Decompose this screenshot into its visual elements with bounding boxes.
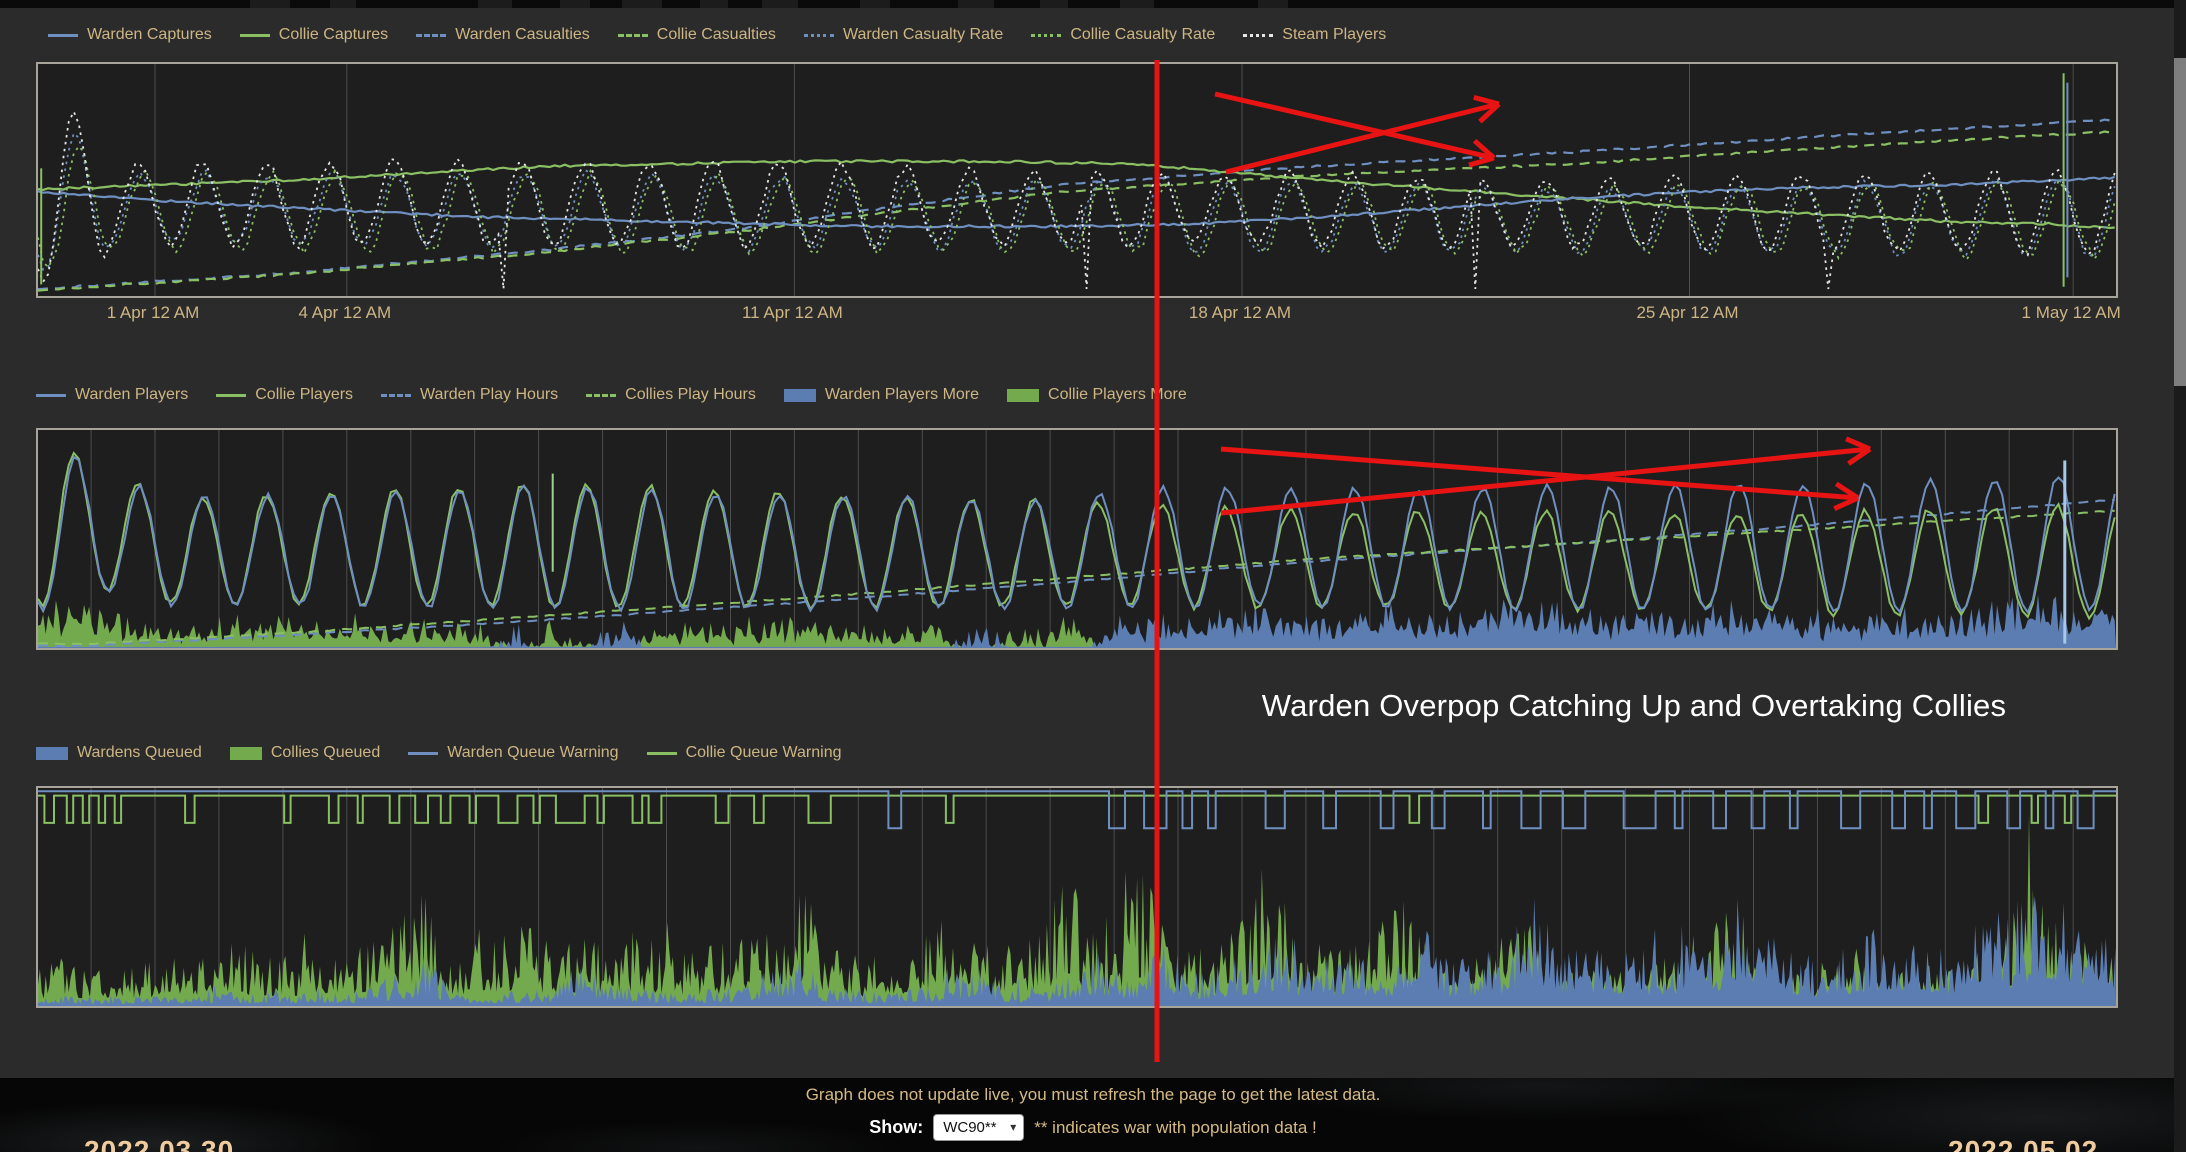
- legend-line-icon: [646, 751, 677, 755]
- scrollbar-thumb[interactable]: [2174, 58, 2186, 386]
- annotation-label: Warden Overpop Catching Up and Overtakin…: [1261, 688, 2007, 723]
- captures-chart-legend: Warden Captures Collie Captures Warden Cas…: [48, 26, 1386, 44]
- players-chart: [36, 428, 2118, 650]
- legend-label: Collies Queued: [270, 744, 381, 761]
- legend-item[interactable]: Warden Casualty Rate: [803, 26, 1004, 44]
- legend-line-icon: [1031, 33, 1062, 37]
- legend-line-icon: [408, 751, 439, 755]
- scrollbar[interactable]: [2174, 0, 2186, 1152]
- legend-label: Warden Casualty Rate: [842, 26, 1004, 43]
- show-label: Show:: [869, 1117, 924, 1137]
- legend-line-icon: [803, 33, 834, 37]
- legend-line-icon: [1243, 33, 1274, 37]
- x-axis-tick-label: 18 Apr 12 AM: [1188, 303, 1291, 322]
- legend-swatch-icon: [36, 746, 68, 760]
- update-notice: Graph does not update live, you must ref…: [805, 1085, 1381, 1104]
- legend-label: Collie Players More: [1048, 386, 1187, 403]
- captures-chart: [36, 62, 2118, 298]
- legend-item[interactable]: Warden Queue Warning: [408, 744, 619, 762]
- population-data-note: ** indicates war with population data !: [1034, 1117, 1317, 1137]
- legend-item[interactable]: Collie Captures: [239, 26, 389, 44]
- war-start-date: 2022.03.30: [84, 1135, 235, 1152]
- legend-item[interactable]: Wardens Queued: [36, 744, 202, 762]
- legend-label: Warden Captures: [87, 26, 212, 43]
- legend-label: Collie Casualties: [656, 26, 776, 43]
- legend-swatch-icon: [783, 388, 816, 402]
- legend-label: Warden Players: [75, 386, 189, 403]
- legend-item[interactable]: Warden Casualties: [416, 26, 590, 44]
- legend-label: Collie Captures: [278, 26, 389, 43]
- footer-bar: Graph does not update live, you must ref…: [0, 1078, 2186, 1152]
- legend-item[interactable]: Collies Play Hours: [586, 386, 756, 404]
- x-axis-tick-label: 4 Apr 12 AM: [298, 303, 392, 322]
- legend-item[interactable]: Warden Captures: [48, 26, 212, 44]
- legend-line-icon: [48, 33, 78, 37]
- legend-line-icon: [586, 393, 617, 397]
- legend-line-icon: [617, 33, 648, 37]
- legend-swatch-icon: [1007, 388, 1040, 402]
- players-chart-legend: Warden Players Collie Players Warden Play …: [36, 386, 1187, 404]
- queue-chart-legend: Wardens Queued Collies Queued Warden Queue…: [36, 744, 842, 762]
- legend-item[interactable]: Collies Queued: [229, 744, 381, 762]
- legend-label: Warden Casualties: [455, 26, 590, 43]
- x-axis-tick-label: 25 Apr 12 AM: [1636, 303, 1739, 322]
- legend-line-icon: [36, 393, 66, 397]
- legend-item[interactable]: Steam Players: [1243, 26, 1386, 44]
- war-select[interactable]: WC90**: [933, 1114, 1025, 1141]
- legend-item[interactable]: Collie Players: [216, 386, 353, 404]
- x-axis-tick-label: 1 May 12 AM: [2021, 303, 2121, 322]
- legend-line-icon: [381, 393, 412, 397]
- legend-item[interactable]: Warden Play Hours: [381, 386, 558, 404]
- legend-swatch-icon: [229, 746, 262, 760]
- legend-label: Collie Players: [255, 386, 354, 403]
- legend-item[interactable]: Collie Casualties: [617, 26, 776, 44]
- legend-label: Wardens Queued: [77, 744, 202, 761]
- queue-chart: [36, 786, 2118, 1008]
- legend-line-icon: [216, 393, 247, 397]
- legend-label: Collie Casualty Rate: [1070, 26, 1216, 43]
- legend-label: Warden Queue Warning: [447, 744, 619, 761]
- war-select-wrap: WC90** ▾: [933, 1114, 1025, 1141]
- legend-item[interactable]: Collie Queue Warning: [646, 744, 842, 762]
- show-row: Show: WC90** ▾ ** indicates war with pop…: [0, 1114, 2186, 1141]
- war-end-date: 2022.05.02: [1948, 1135, 2099, 1152]
- legend-label: Collie Queue Warning: [685, 744, 842, 761]
- legend-label: Warden Players More: [824, 386, 980, 403]
- legend-label: Steam Players: [1282, 26, 1387, 43]
- legend-line-icon: [416, 33, 447, 37]
- legend-line-icon: [239, 33, 270, 37]
- x-axis-tick-label: 11 Apr 12 AM: [741, 303, 843, 322]
- top-cropped-bar: [0, 0, 2186, 8]
- legend-item[interactable]: Collie Players More: [1007, 386, 1187, 404]
- x-axis-tick-label: 1 Apr 12 AM: [106, 303, 200, 322]
- legend-item[interactable]: Collie Casualty Rate: [1031, 26, 1215, 44]
- legend-label: Warden Play Hours: [420, 386, 559, 403]
- x-axis: 1 Apr 12 AM 4 Apr 12 AM 11 Apr 12 AM 18 Apr…: [36, 303, 2121, 327]
- legend-label: Collies Play Hours: [625, 386, 756, 403]
- legend-item[interactable]: Warden Players More: [783, 386, 980, 404]
- legend-item[interactable]: Warden Players: [36, 386, 188, 404]
